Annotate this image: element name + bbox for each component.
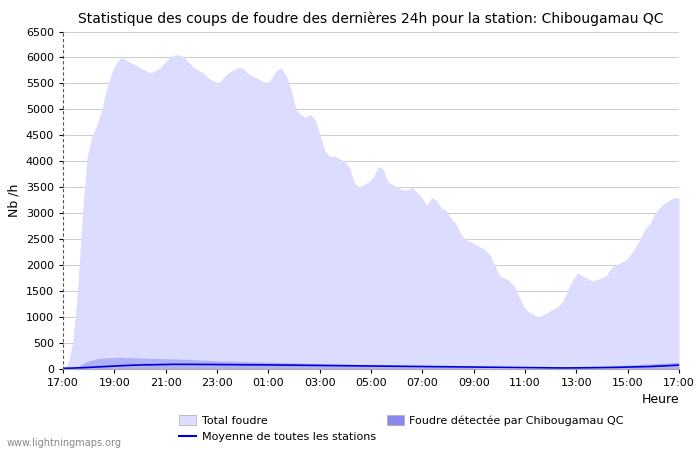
Y-axis label: Nb /h: Nb /h <box>7 184 20 217</box>
Title: Statistique des coups de foudre des dernières 24h pour la station: Chibougamau Q: Statistique des coups de foudre des dern… <box>78 12 664 26</box>
Text: Heure: Heure <box>641 392 679 405</box>
Legend: Total foudre, Moyenne de toutes les stations, Foudre détectée par Chibougamau QC: Total foudre, Moyenne de toutes les stat… <box>179 415 624 442</box>
Text: www.lightningmaps.org: www.lightningmaps.org <box>7 438 122 448</box>
